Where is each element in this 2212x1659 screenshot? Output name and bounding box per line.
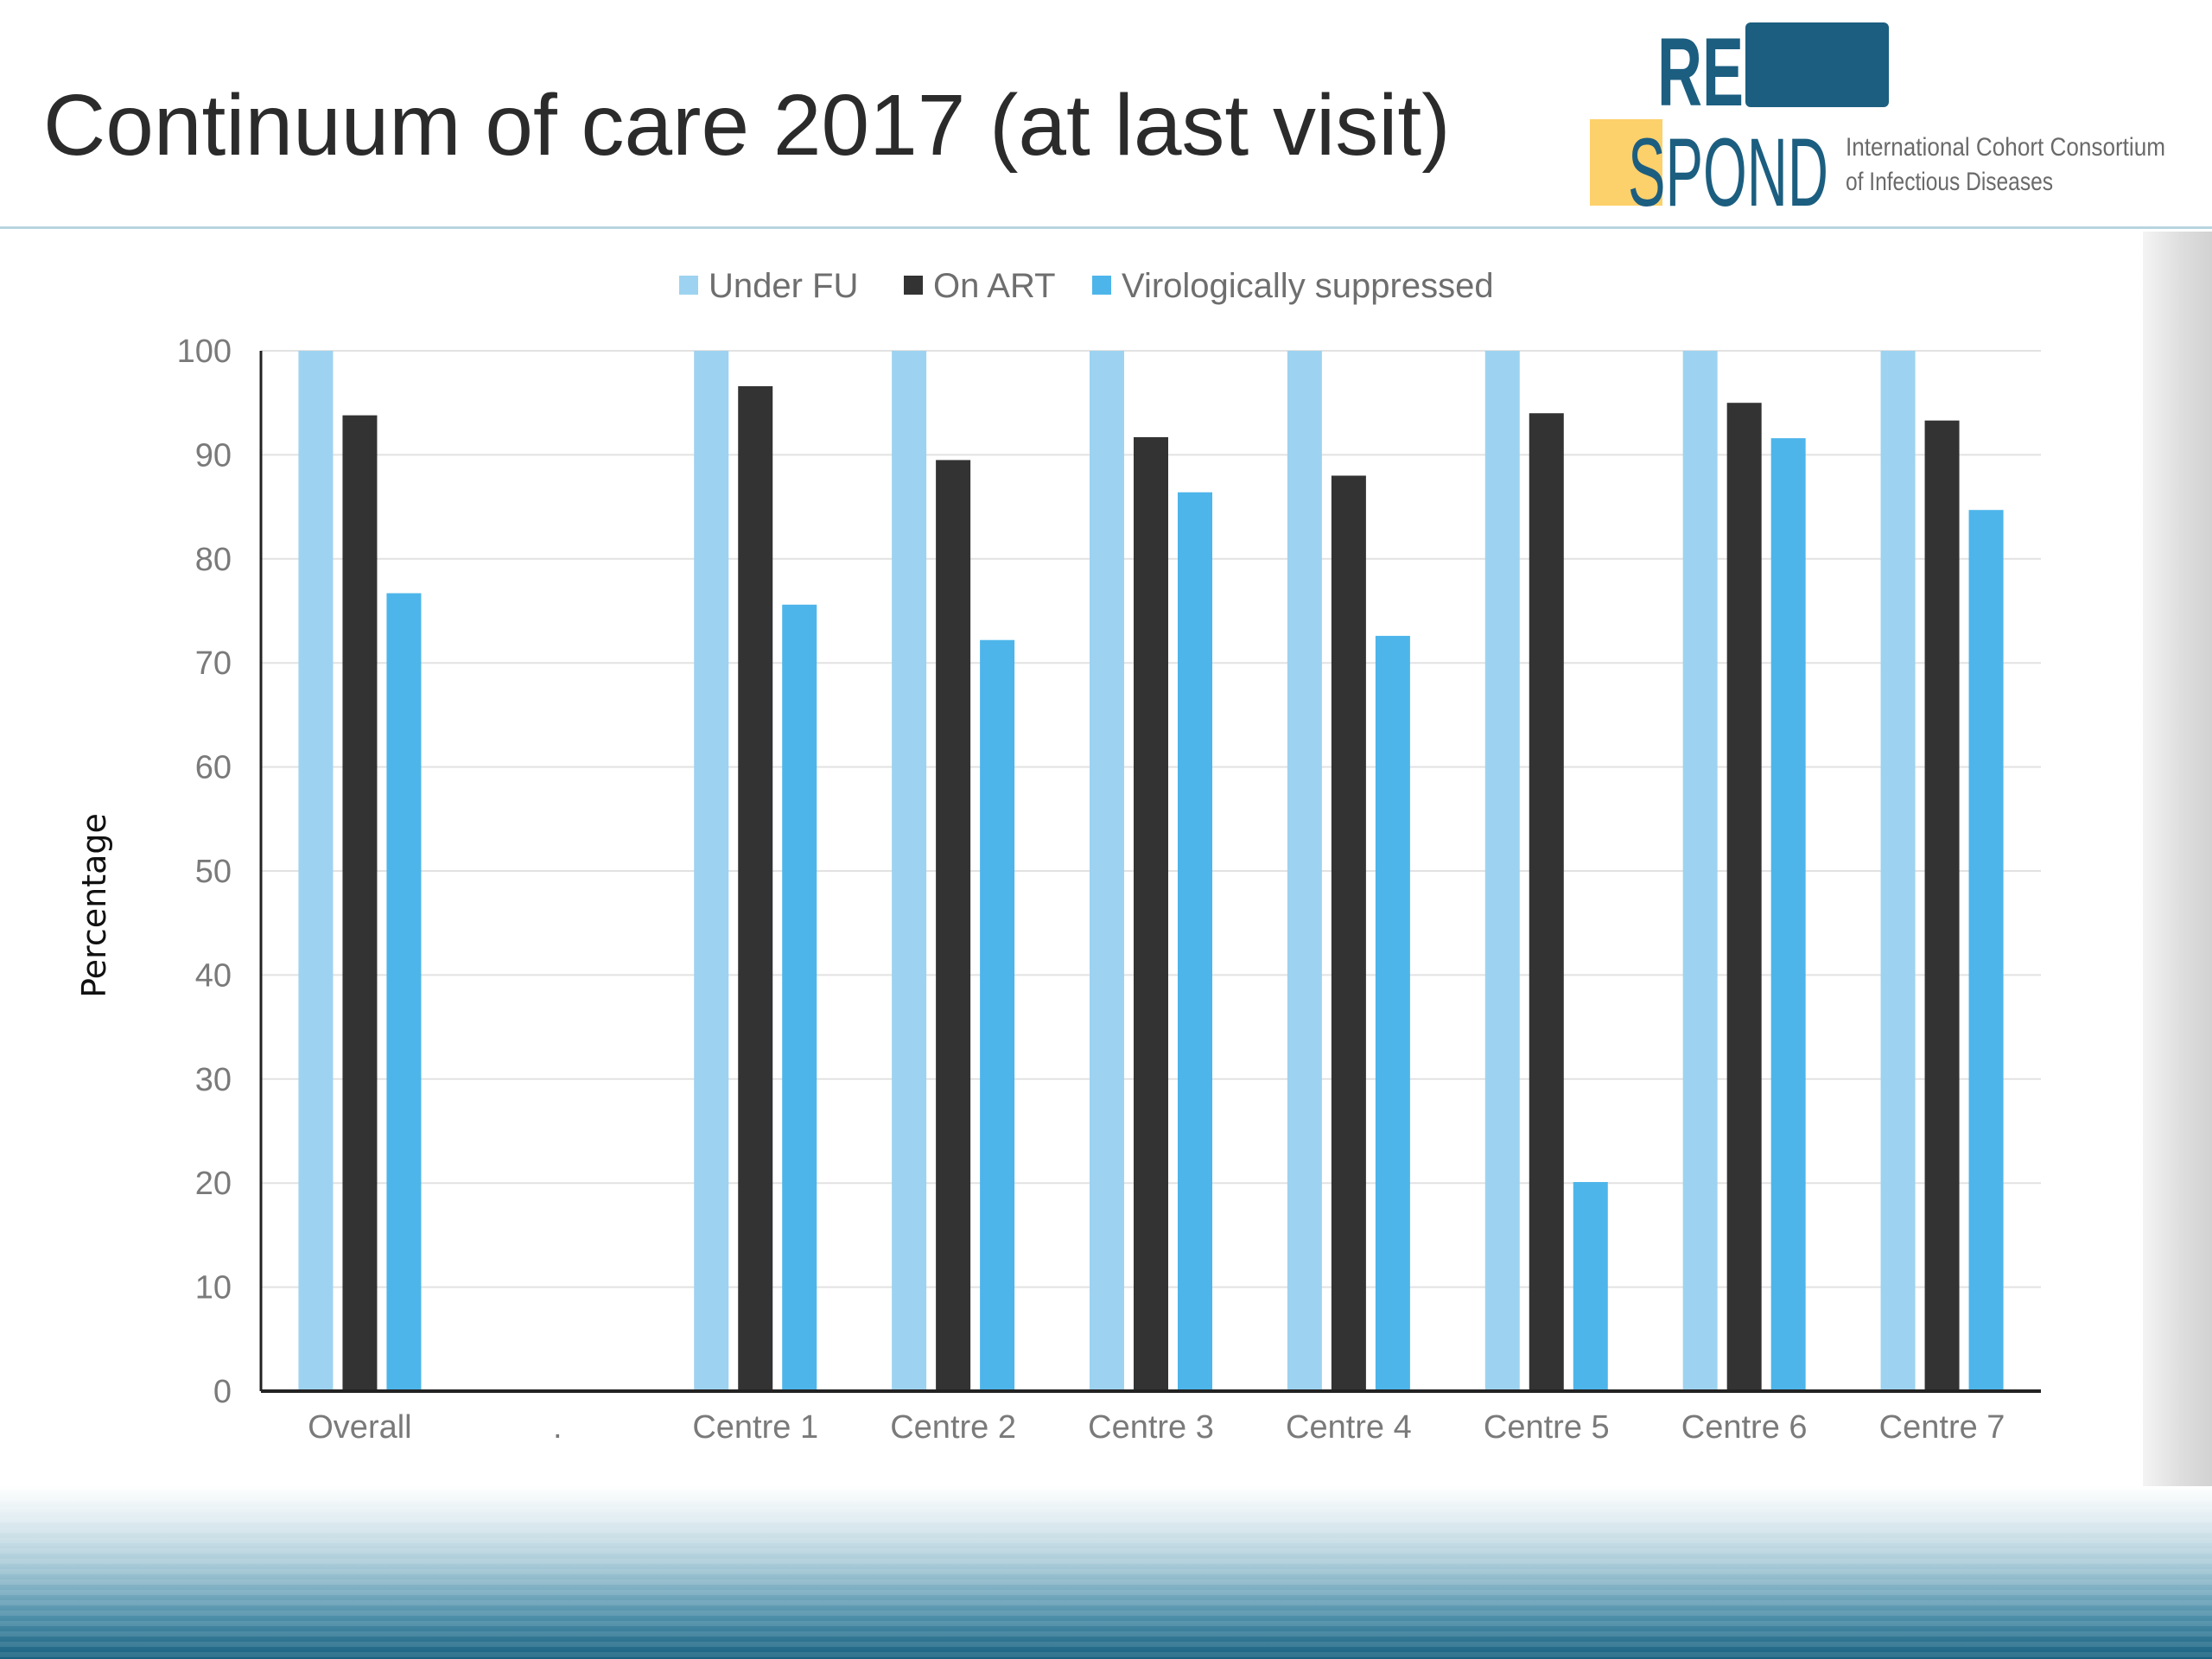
y-tick-label: 0 [213, 1374, 232, 1410]
logo-text-re: RE [1657, 18, 1744, 126]
respond-logo: RE SPOND International Cohort Consortium… [1586, 17, 2174, 226]
right-side-panel [2143, 232, 2212, 1489]
respond-logo-graphic: RE SPOND International Cohort Consortium… [1590, 18, 2165, 226]
logo-tagline-line2: of Infectious Diseases [1846, 168, 2053, 196]
legend-label-virologically-suppressed: Virologically suppressed [1122, 267, 1494, 305]
y-axis-ticks: 0 10 20 30 40 50 60 70 80 90 100 [177, 334, 232, 1410]
bar-on-art [1134, 436, 1168, 1391]
legend-label-on-art: On ART [933, 267, 1056, 305]
bar-under-fu [1090, 351, 1124, 1391]
legend-label-under-fu: Under FU [709, 267, 858, 305]
x-tick-label: Centre 1 [692, 1409, 818, 1446]
y-tick-label: 40 [195, 957, 232, 994]
y-tick-label: 60 [195, 750, 232, 786]
x-tick-label: Overall [308, 1409, 411, 1446]
bar-virologically-suppressed [1573, 1181, 1608, 1391]
x-tick-label: Centre 7 [1879, 1409, 2005, 1446]
y-tick-label: 80 [195, 542, 232, 578]
bar-virologically-suppressed [1178, 492, 1212, 1391]
bar-on-art [1726, 403, 1762, 1392]
chart-axes [259, 351, 2041, 1393]
bar-on-art [738, 385, 773, 1391]
y-tick-label: 90 [195, 437, 232, 474]
bar-chart: Under FU On ART Virologically suppressed 0… [75, 267, 2041, 1446]
bar-under-fu [1682, 351, 1718, 1391]
bar-on-art [1331, 475, 1366, 1391]
x-tick-label: Centre 6 [1681, 1409, 1808, 1446]
y-tick-label: 70 [195, 645, 232, 682]
bar-virologically-suppressed [782, 604, 817, 1391]
logo-text-spond: SPOND [1628, 118, 1828, 216]
bar-on-art [342, 415, 378, 1392]
legend-swatch-under-fu [679, 276, 698, 295]
bar-virologically-suppressed [1770, 438, 1806, 1391]
bar-under-fu [298, 351, 334, 1391]
bar-under-fu [1484, 351, 1520, 1391]
bar-under-fu [1287, 351, 1322, 1391]
bar-under-fu [892, 351, 927, 1391]
logo-navy-block [1745, 22, 1889, 107]
x-tick-label: Centre 3 [1088, 1409, 1214, 1446]
legend-swatch-virologically-suppressed [1092, 276, 1111, 295]
bar-under-fu [694, 351, 729, 1391]
slide-title: Continuum of care 2017 (at last visit) [43, 77, 1451, 174]
y-tick-label: 20 [195, 1166, 232, 1202]
header-divider [0, 226, 2212, 229]
bar-virologically-suppressed [980, 639, 1015, 1391]
x-tick-label: Centre 4 [1286, 1409, 1412, 1446]
y-axis-label: Percentage [75, 813, 113, 998]
bar-on-art [1924, 420, 1960, 1392]
y-tick-label: 100 [177, 334, 232, 370]
y-tick-label: 50 [195, 854, 232, 890]
footer-band [0, 1486, 2212, 1659]
chart-bars [298, 351, 2004, 1392]
bar-virologically-suppressed [1968, 510, 2004, 1391]
bar-on-art [1529, 413, 1564, 1391]
logo-tagline-line1: International Cohort Consortium [1846, 133, 2165, 162]
chart-legend: Under FU On ART Virologically suppressed [679, 267, 1494, 305]
y-tick-label: 30 [195, 1062, 232, 1098]
bar-virologically-suppressed [1375, 635, 1410, 1391]
y-tick-label: 10 [195, 1270, 232, 1306]
x-tick-label: Centre 2 [890, 1409, 1016, 1446]
bar-under-fu [1880, 351, 1916, 1391]
x-axis-ticks: Overall. Centre 1 Centre 2 Centre 3 Centre 4… [308, 1409, 2005, 1446]
legend-swatch-on-art [904, 276, 923, 295]
bar-virologically-suppressed [386, 593, 422, 1391]
logo-yellow-block [1590, 119, 1662, 206]
x-tick-label: . [553, 1409, 563, 1446]
bar-on-art [936, 460, 971, 1391]
x-tick-label: Centre 5 [1484, 1409, 1610, 1446]
